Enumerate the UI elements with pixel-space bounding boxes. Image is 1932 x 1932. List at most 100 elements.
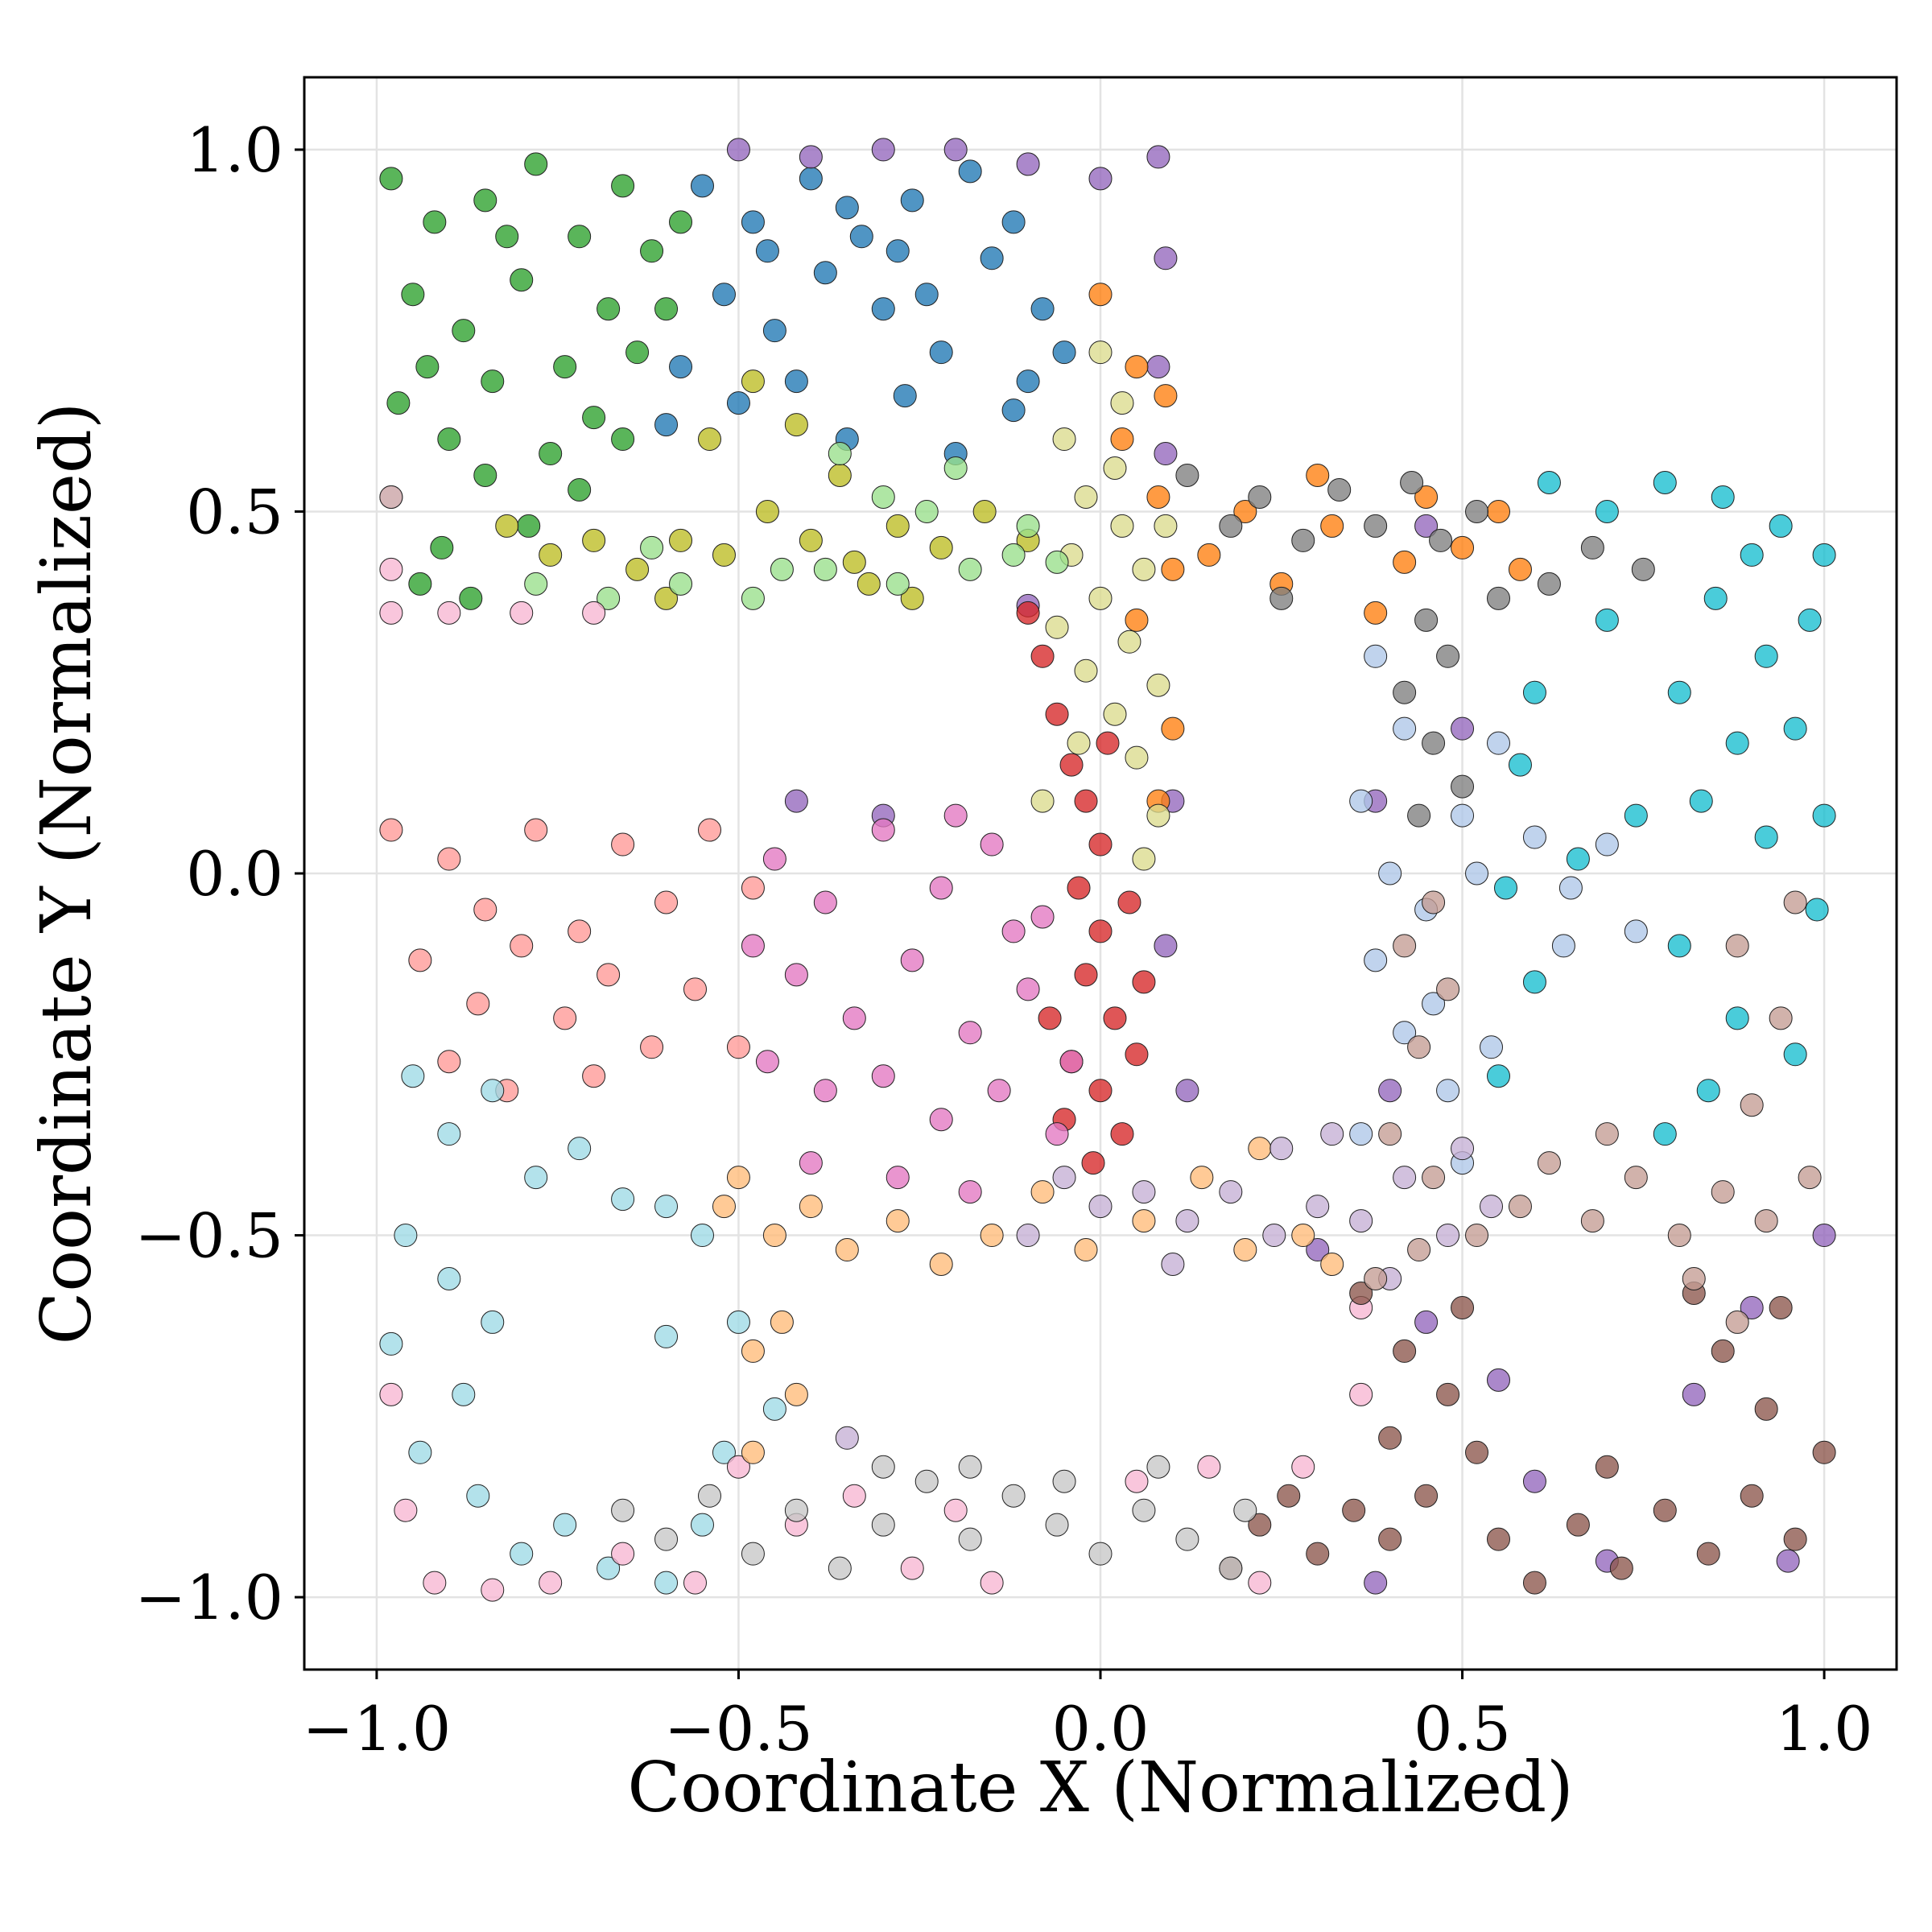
data-point bbox=[1088, 341, 1113, 365]
x-axis-title: Coordinate X (Normalized) bbox=[627, 1748, 1573, 1828]
data-point bbox=[473, 898, 497, 922]
data-point bbox=[401, 283, 425, 307]
data-point bbox=[1400, 470, 1424, 494]
series-purple bbox=[726, 138, 1836, 1595]
data-point bbox=[828, 464, 852, 487]
data-point bbox=[1414, 608, 1439, 632]
data-point bbox=[568, 225, 592, 249]
data-point bbox=[1074, 658, 1098, 683]
data-point bbox=[1154, 442, 1178, 466]
data-point bbox=[1378, 1527, 1402, 1551]
data-point bbox=[669, 572, 693, 596]
data-point bbox=[871, 297, 895, 321]
data-point bbox=[568, 1137, 592, 1161]
data-point bbox=[1465, 1440, 1489, 1464]
data-point bbox=[1320, 514, 1344, 538]
data-point bbox=[1067, 731, 1091, 755]
data-point bbox=[1125, 355, 1149, 379]
data-point bbox=[1609, 1556, 1633, 1580]
data-point bbox=[1393, 716, 1417, 741]
data-point bbox=[1233, 1238, 1257, 1262]
data-point bbox=[1030, 644, 1055, 668]
data-point bbox=[958, 1021, 982, 1045]
data-point bbox=[1349, 1382, 1373, 1406]
data-point bbox=[835, 196, 859, 220]
data-point bbox=[1754, 1397, 1778, 1421]
data-point bbox=[813, 1079, 837, 1103]
data-point bbox=[980, 1224, 1004, 1248]
data-point bbox=[1393, 550, 1417, 574]
data-point bbox=[726, 1166, 750, 1190]
data-point bbox=[1349, 1122, 1373, 1146]
x-tick-label: 0.0 bbox=[1052, 1693, 1150, 1765]
data-point bbox=[1393, 934, 1417, 958]
data-point bbox=[495, 514, 519, 538]
data-point bbox=[524, 152, 548, 176]
data-point bbox=[1393, 1021, 1417, 1045]
x-tick-label: 0.5 bbox=[1414, 1693, 1511, 1765]
data-point bbox=[1711, 1180, 1735, 1204]
data-point bbox=[726, 1455, 750, 1479]
data-point bbox=[1016, 977, 1040, 1001]
data-point bbox=[481, 1578, 505, 1602]
data-point bbox=[1269, 1137, 1294, 1161]
data-point bbox=[697, 427, 721, 452]
data-point bbox=[1233, 499, 1257, 523]
data-point bbox=[980, 1571, 1004, 1595]
data-points bbox=[379, 138, 1836, 1602]
data-point bbox=[813, 261, 837, 285]
data-point bbox=[1125, 608, 1149, 632]
data-point bbox=[466, 1484, 490, 1508]
data-point bbox=[1269, 586, 1294, 610]
data-point bbox=[437, 601, 461, 625]
data-point bbox=[654, 413, 679, 437]
data-point bbox=[828, 1556, 852, 1580]
data-point bbox=[597, 297, 621, 321]
data-point bbox=[1740, 1093, 1764, 1117]
data-point bbox=[437, 427, 461, 452]
data-point bbox=[1422, 992, 1446, 1016]
data-point bbox=[1016, 152, 1040, 176]
data-point bbox=[762, 319, 786, 343]
data-point bbox=[1052, 341, 1076, 365]
data-point bbox=[401, 1064, 425, 1088]
data-point bbox=[726, 1035, 750, 1059]
data-point bbox=[1436, 644, 1460, 668]
data-point bbox=[379, 1331, 403, 1356]
data-point bbox=[683, 977, 708, 1001]
data-point bbox=[770, 1310, 794, 1334]
data-point bbox=[1030, 789, 1055, 813]
data-point bbox=[1682, 1382, 1706, 1406]
data-point bbox=[379, 601, 403, 625]
data-point bbox=[510, 268, 534, 292]
data-point bbox=[886, 1166, 910, 1190]
series-khaki bbox=[1030, 341, 1178, 871]
data-point bbox=[1537, 470, 1561, 494]
data-point bbox=[1451, 535, 1475, 559]
data-point bbox=[524, 1166, 548, 1190]
data-point bbox=[437, 847, 461, 871]
data-point bbox=[835, 1426, 859, 1450]
data-point bbox=[1740, 543, 1764, 567]
data-point bbox=[452, 1382, 476, 1406]
data-point bbox=[900, 948, 924, 972]
data-point bbox=[640, 239, 664, 263]
data-point bbox=[1754, 825, 1778, 849]
data-point bbox=[1522, 1469, 1546, 1493]
series-silver bbox=[611, 1455, 1257, 1580]
data-point bbox=[1414, 1310, 1439, 1334]
data-point bbox=[517, 514, 541, 538]
data-point bbox=[1393, 680, 1417, 704]
data-point bbox=[408, 572, 432, 596]
data-point bbox=[1653, 470, 1677, 494]
data-point bbox=[857, 572, 881, 596]
data-point bbox=[1783, 1527, 1807, 1551]
data-point bbox=[1154, 246, 1178, 270]
data-point bbox=[799, 528, 823, 552]
data-point bbox=[741, 369, 765, 394]
data-point bbox=[654, 890, 679, 914]
data-point bbox=[1624, 1166, 1648, 1190]
data-point bbox=[1132, 847, 1156, 871]
data-point bbox=[741, 934, 765, 958]
